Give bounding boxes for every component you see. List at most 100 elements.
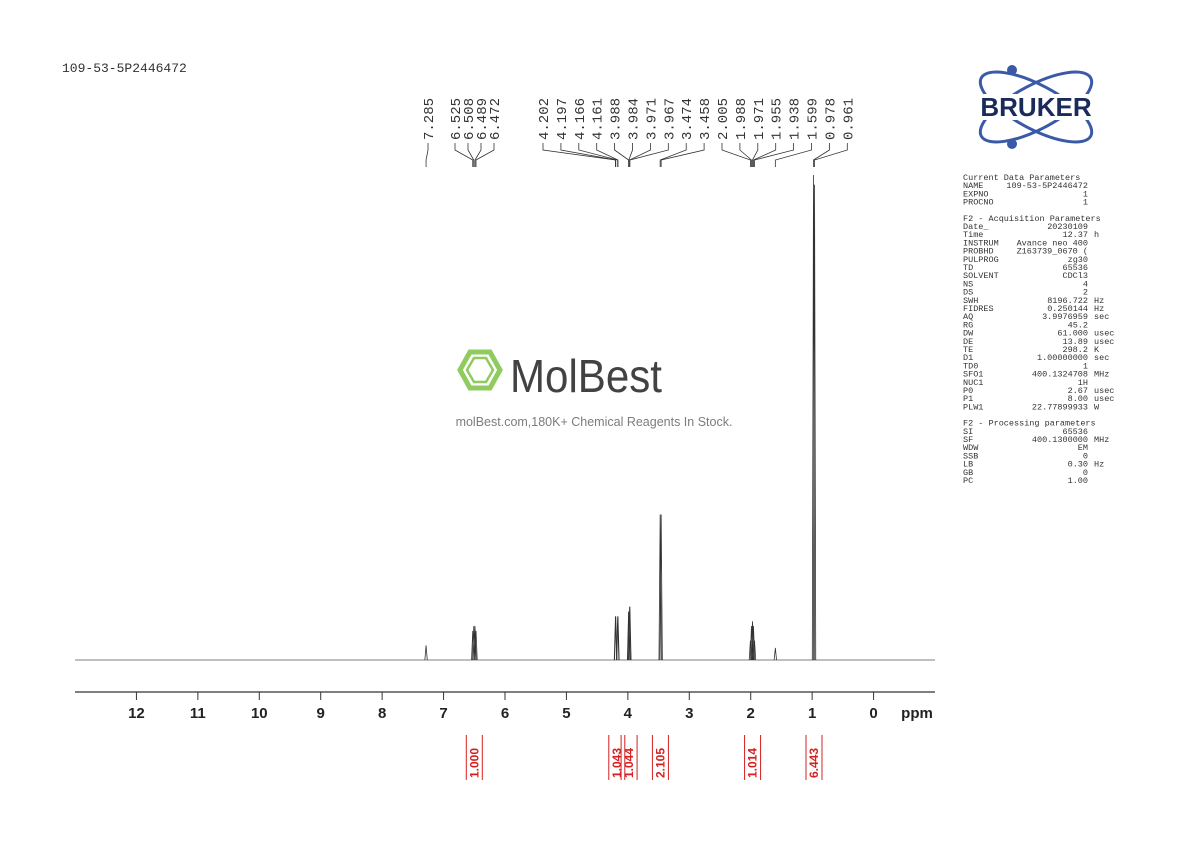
parameter-value: 8196.722 — [1047, 296, 1088, 306]
peak-label: 1.955 — [770, 98, 786, 140]
peak-leader — [660, 143, 705, 167]
parameter-value: 109-53-5P2446472 — [1006, 181, 1088, 191]
peak-label: 4.161 — [591, 98, 607, 140]
logo-orbit — [978, 70, 1094, 144]
parameter-value: 65536 — [1062, 427, 1088, 437]
x-tick-label: 2 — [747, 705, 755, 722]
molbest-watermark: MolBest molBest.com,180K+ Chemical Reage… — [456, 349, 733, 429]
peak — [473, 626, 477, 661]
peak — [811, 174, 816, 661]
peak-leader — [774, 143, 812, 167]
x-tick-label: 1 — [808, 705, 816, 722]
peak-leader — [596, 143, 619, 167]
parameter-value: Avance neo 400 — [1017, 238, 1088, 248]
x-tick-label: 4 — [624, 705, 633, 722]
peak-label: 3.988 — [609, 98, 625, 140]
peak-label: 2.005 — [716, 98, 732, 140]
parameter-value: 13.89 — [1062, 337, 1088, 347]
parameter-value: 0 — [1083, 451, 1088, 461]
parameter-value: EM — [1078, 443, 1088, 453]
watermark-icon-inner — [465, 356, 495, 384]
parameter-key: SF — [963, 435, 973, 445]
watermark-tagline: molBest.com,180K+ Chemical Reagents In S… — [456, 415, 733, 429]
parameter-unit: usec — [1094, 386, 1114, 396]
peak-label: 0.961 — [841, 98, 857, 140]
parameter-value: 400.1324708 — [1032, 370, 1088, 380]
parameter-section-title: F2 - Processing parameters — [963, 419, 1096, 429]
parameter-key: Time — [963, 230, 983, 240]
parameter-value: 61.000 — [1057, 329, 1088, 339]
peak — [628, 606, 632, 661]
parameter-value: 298.2 — [1062, 345, 1088, 355]
peak-leader — [752, 143, 759, 167]
parameter-key: SOLVENT — [963, 271, 999, 281]
peak — [659, 514, 663, 661]
peak — [474, 630, 478, 661]
peak-label: 6.489 — [475, 98, 491, 140]
peak — [616, 616, 620, 661]
parameter-key: WDW — [963, 443, 979, 453]
peak-leader — [754, 143, 794, 167]
parameter-section-title: Current Data Parameters — [963, 173, 1080, 183]
parameter-value: 0.250144 — [1047, 304, 1088, 314]
parameter-key: NS — [963, 279, 973, 289]
parameter-key: FIDRES — [963, 304, 994, 314]
peak-leader — [425, 143, 429, 167]
parameter-key: DW — [963, 329, 974, 339]
peak-label: 1.938 — [788, 98, 804, 140]
x-tick-label: 12 — [128, 705, 145, 722]
parameter-value: 400.1300000 — [1032, 435, 1088, 445]
peak-leader — [475, 143, 495, 167]
peak-label: 6.472 — [488, 98, 504, 140]
x-tick-label: 5 — [562, 705, 570, 722]
peak — [472, 626, 476, 661]
parameter-value: 1.00 — [1068, 476, 1088, 486]
parameter-key: SWH — [963, 296, 978, 306]
parameter-key: DS — [963, 288, 973, 298]
parameter-value: 1 — [1083, 361, 1088, 371]
peak-label: 1.599 — [806, 98, 822, 140]
x-tick-label: 6 — [501, 705, 509, 722]
parameter-unit: usec — [1094, 394, 1114, 404]
peak-label: 1.988 — [734, 98, 750, 140]
x-tick-label: 8 — [378, 705, 386, 722]
peak — [773, 647, 777, 661]
parameter-value: 2.67 — [1068, 386, 1088, 396]
peak-label: 3.458 — [698, 98, 714, 140]
x-tick-label: 10 — [251, 705, 268, 722]
peak — [752, 640, 757, 661]
peak-leader — [739, 143, 752, 167]
parameter-key: TD0 — [963, 361, 978, 371]
peak-leader — [560, 143, 617, 167]
integral-label: 6.443 — [807, 748, 821, 778]
parameter-key: SI — [963, 427, 973, 437]
parameter-unit: K — [1094, 345, 1100, 355]
parameter-key: TD — [963, 263, 973, 273]
x-tick-label: 0 — [869, 705, 877, 722]
peak-label: 4.197 — [555, 98, 571, 140]
parameter-value: 1 — [1083, 198, 1088, 208]
parameter-unit: sec — [1094, 353, 1109, 363]
parameter-section-title: F2 - Acquisition Parameters — [963, 214, 1101, 224]
logo-text: BRUKER — [980, 92, 1091, 122]
parameter-unit: MHz — [1094, 435, 1109, 445]
parameter-unit: sec — [1094, 312, 1109, 322]
parameter-value: 1 — [1083, 189, 1088, 199]
peak-label: 7.285 — [422, 98, 438, 140]
parameter-unit: usec — [1094, 329, 1114, 339]
peak-leader — [474, 143, 482, 167]
peak — [749, 626, 754, 661]
peak-leader — [721, 143, 751, 167]
peak-leader — [614, 143, 629, 167]
parameter-key: SSB — [963, 451, 978, 461]
parameter-value: 0 — [1083, 468, 1088, 478]
x-tick-label: 3 — [685, 705, 693, 722]
parameter-key: EXPNO — [963, 189, 989, 199]
parameter-value: 65536 — [1062, 263, 1088, 273]
parameter-key: Date_ — [963, 222, 989, 232]
parameter-key: TE — [963, 345, 973, 355]
x-axis-unit: ppm — [901, 705, 933, 722]
logo-bg — [958, 94, 1114, 120]
